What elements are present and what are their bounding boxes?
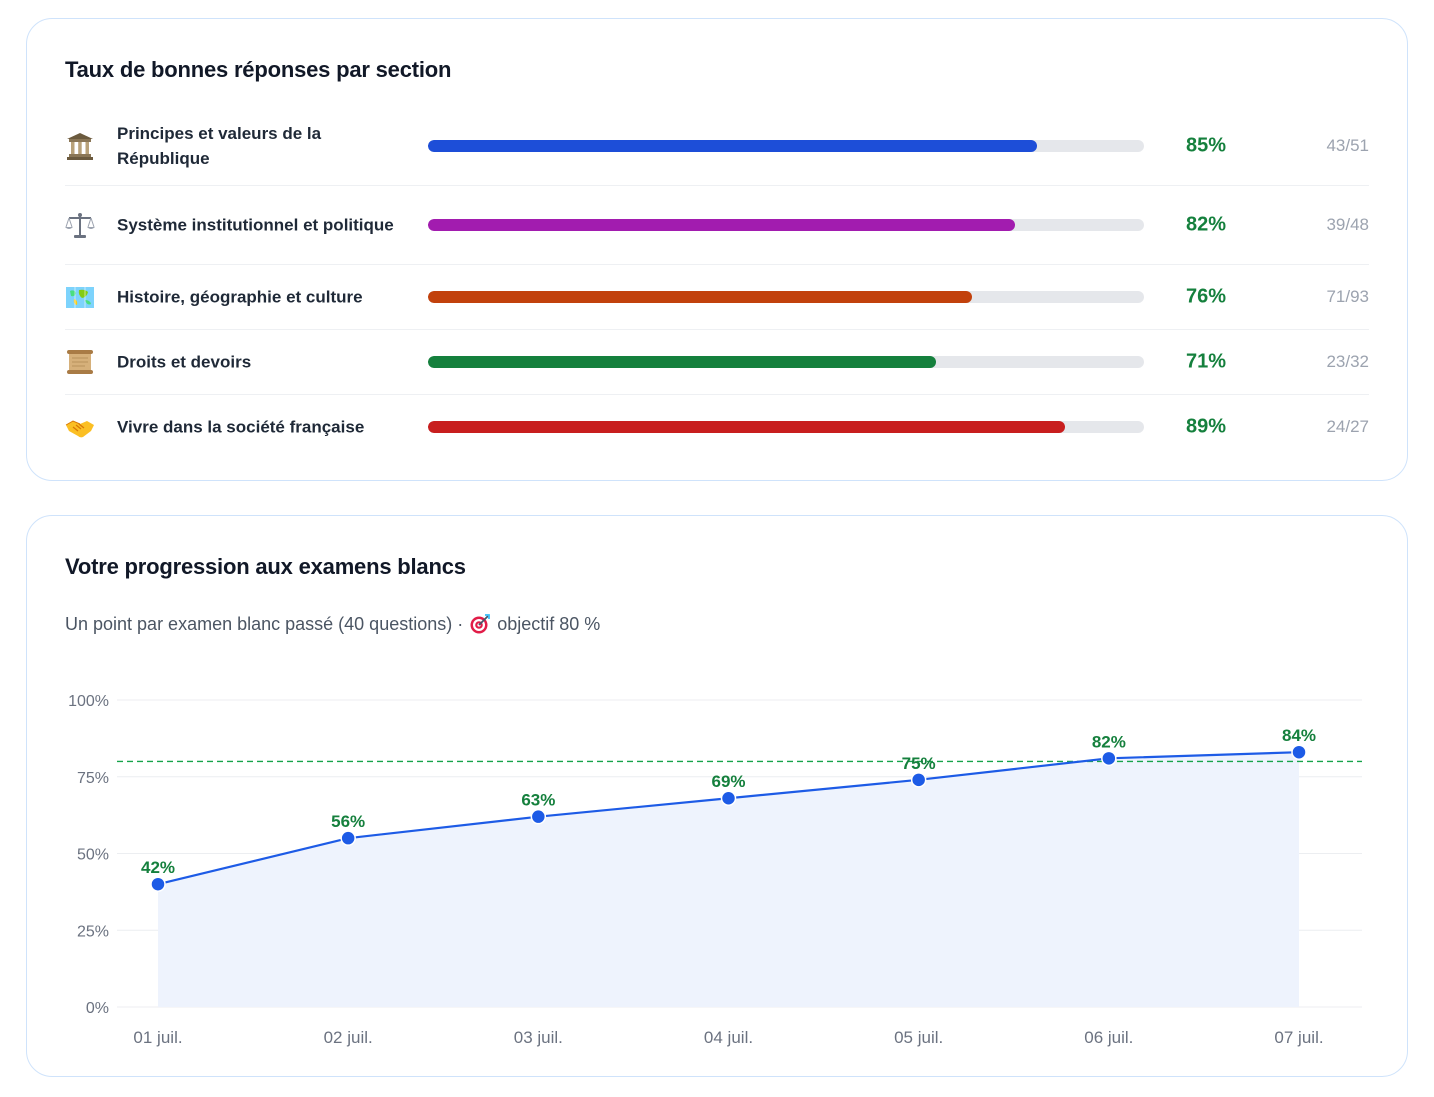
- section-percent: 82%: [1186, 213, 1227, 236]
- progress-bar-track: [428, 219, 1144, 231]
- handshake-icon: [65, 420, 94, 438]
- progress-bar-track: [428, 291, 1144, 303]
- sections-card: Taux de bonnes réponses par section Prin…: [26, 18, 1408, 481]
- data-label: 69%: [711, 772, 745, 791]
- x-tick-label: 06 juil.: [1084, 1028, 1133, 1047]
- progress-bar-fill: [428, 421, 1066, 433]
- section-row: Droits et devoirs 71% 23/32: [65, 330, 1369, 395]
- progress-card-title: Votre progression aux examens blancs: [65, 554, 466, 579]
- data-point: [340, 830, 356, 846]
- progress-bar-track: [428, 356, 1144, 368]
- x-tick-label: 01 juil.: [133, 1028, 182, 1047]
- progress-bar-fill: [428, 140, 1037, 152]
- section-percent: 85%: [1186, 134, 1227, 157]
- target-icon: [470, 614, 491, 634]
- section-percent: 76%: [1186, 285, 1227, 308]
- section-label: Histoire, géographie et culture: [117, 287, 363, 307]
- data-point: [720, 790, 737, 806]
- section-list: Principes et valeurs de la République 85%…: [65, 107, 1369, 459]
- section-label: Vivre dans la société française: [117, 417, 365, 437]
- section-label: Principes et valeurs de la République: [117, 124, 322, 168]
- section-count: 23/32: [1326, 352, 1369, 371]
- section-label: Système institutionnel et politique: [117, 215, 394, 235]
- scroll-icon: [67, 350, 93, 374]
- classical-building-icon: [67, 133, 93, 160]
- x-tick-label: 03 juil.: [514, 1028, 563, 1047]
- section-count: 43/51: [1326, 136, 1369, 155]
- x-tick-label: 02 juil.: [324, 1028, 373, 1047]
- y-tick-label: 75%: [77, 770, 109, 787]
- y-tick-label: 0%: [86, 1000, 109, 1017]
- subtitle-goal: objectif 80 %: [497, 613, 601, 634]
- data-point: [1291, 744, 1307, 760]
- data-point: [530, 808, 547, 825]
- chart-subtitle: Un point par examen blanc passé (40 ques…: [65, 613, 600, 635]
- data-label: 56%: [331, 812, 365, 831]
- world-map-icon: [66, 287, 94, 308]
- section-count: 39/48: [1326, 215, 1369, 234]
- balance-scale-icon: [65, 213, 95, 238]
- progress-bar-track: [428, 421, 1144, 433]
- section-row: Principes et valeurs de la République 85%…: [65, 107, 1369, 186]
- progress-bar-fill: [428, 291, 973, 303]
- data-label: 63%: [521, 791, 555, 810]
- section-count: 71/93: [1326, 287, 1369, 306]
- progress-card: Votre progression aux examens blancs Un …: [26, 515, 1408, 1077]
- data-label: 82%: [1092, 732, 1126, 751]
- x-tick-label: 05 juil.: [894, 1028, 943, 1047]
- section-percent: 89%: [1186, 415, 1227, 438]
- progress-bar-fill: [428, 219, 1016, 231]
- data-label: 42%: [141, 858, 175, 877]
- x-tick-label: 04 juil.: [704, 1028, 753, 1047]
- progress-bar-track: [428, 140, 1144, 152]
- section-label: Droits et devoirs: [117, 352, 252, 372]
- data-point: [150, 876, 166, 892]
- data-point: [1101, 750, 1117, 767]
- section-row: Système institutionnel et politique 82% 39…: [65, 186, 1369, 265]
- data-label: 84%: [1282, 726, 1316, 745]
- progress-line-chart: 0% 25% 50% 75% 100% 42% 56% 63% 69% 75% 82% 84% 01 j…: [68, 693, 1362, 1047]
- series-area: [158, 752, 1299, 1007]
- section-count: 24/27: [1326, 417, 1369, 436]
- data-label: 75%: [902, 754, 936, 773]
- subtitle-text: Un point par examen blanc passé (40 ques…: [65, 613, 464, 634]
- section-percent: 71%: [1186, 350, 1227, 373]
- y-tick-label: 50%: [77, 847, 109, 864]
- y-tick-label: 100%: [68, 693, 109, 710]
- y-tick-label: 25%: [77, 923, 109, 940]
- x-tick-label: 07 juil.: [1274, 1028, 1323, 1047]
- progress-bar-fill: [428, 356, 937, 368]
- section-row: Histoire, géographie et culture 76% 71/93: [65, 265, 1369, 330]
- data-point: [910, 772, 927, 788]
- section-row: Vivre dans la société française 89% 24/27: [65, 395, 1369, 459]
- sections-card-title: Taux de bonnes réponses par section: [65, 57, 452, 82]
